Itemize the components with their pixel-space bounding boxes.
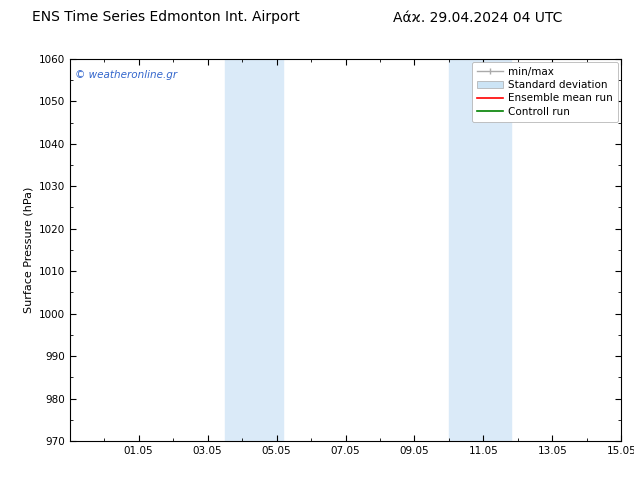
Text: Αάϰ. 29.04.2024 04 UTC: Αάϰ. 29.04.2024 04 UTC: [393, 10, 562, 24]
Y-axis label: Surface Pressure (hPa): Surface Pressure (hPa): [23, 187, 33, 313]
Text: ENS Time Series Edmonton Int. Airport: ENS Time Series Edmonton Int. Airport: [32, 10, 299, 24]
Legend: min/max, Standard deviation, Ensemble mean run, Controll run: min/max, Standard deviation, Ensemble me…: [472, 62, 618, 122]
Text: © weatheronline.gr: © weatheronline.gr: [75, 70, 178, 80]
Bar: [225, 59, 283, 441]
Bar: [449, 59, 511, 441]
